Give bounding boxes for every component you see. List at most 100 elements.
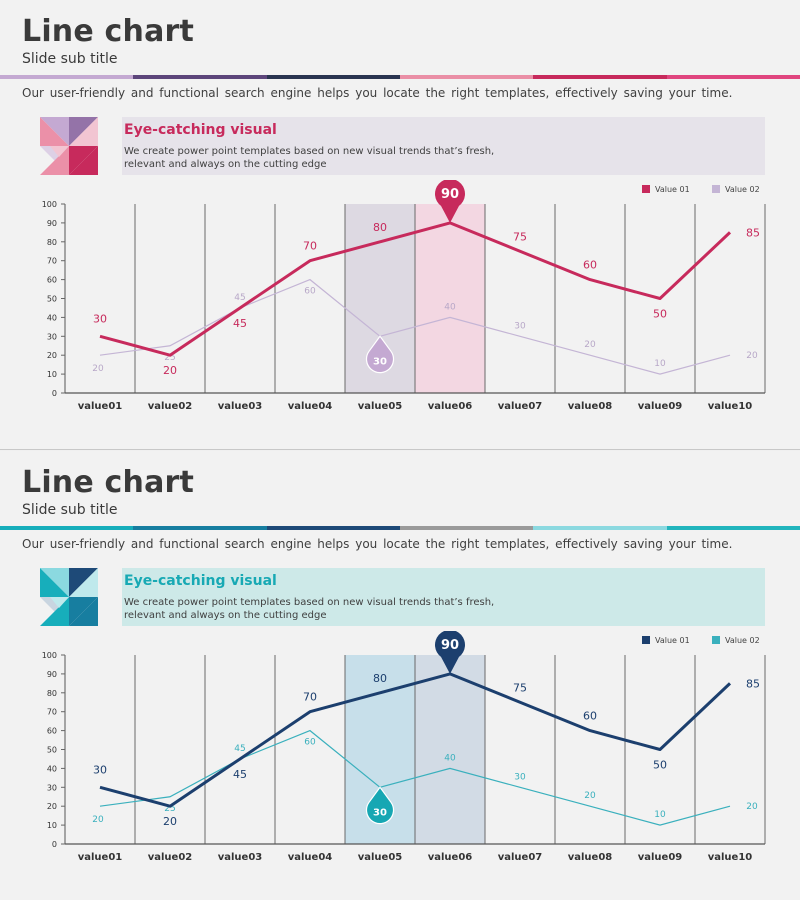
stripe-segment <box>533 75 667 79</box>
slide-title: Line chart <box>22 465 195 500</box>
data-label-value-01: 45 <box>233 768 247 781</box>
x-tick-label: value04 <box>288 401 333 412</box>
y-tick-label: 30 <box>47 332 57 341</box>
stripe-segment <box>0 75 134 79</box>
data-label-value-02: 45 <box>234 293 245 303</box>
data-label-value-01: 50 <box>653 308 667 321</box>
y-tick-label: 40 <box>47 313 57 322</box>
y-tick-label: 10 <box>47 370 57 379</box>
color-stripe <box>0 526 800 530</box>
x-tick-label: value02 <box>148 852 193 863</box>
data-label-value-02: 20 <box>584 340 596 350</box>
data-label-value-02: 20 <box>584 791 596 801</box>
y-tick-label: 100 <box>42 651 57 660</box>
pin-marker <box>435 180 465 223</box>
banner-heading: Eye-catching visual <box>124 573 277 589</box>
slide-description: Our user-friendly and functional search … <box>22 86 733 100</box>
data-label-value-01: 20 <box>163 364 177 377</box>
data-label-value-02: 20 <box>746 351 758 361</box>
x-tick-label: value01 <box>78 401 123 412</box>
banner-background <box>122 117 765 175</box>
data-label-value-01: 70 <box>303 691 317 704</box>
drop-marker <box>365 335 395 374</box>
y-tick-label: 100 <box>42 200 57 209</box>
x-tick-label: value03 <box>218 852 263 863</box>
pin-callout: 90 <box>435 180 465 223</box>
feature-banner: Eye-catching visual We create power poin… <box>40 117 765 175</box>
banner-text-line: relevant and always on the cutting edge <box>124 610 327 621</box>
stripe-segment <box>666 526 800 530</box>
triangle-mosaic-icon <box>40 568 98 626</box>
line-chart: 0 10 20 30 40 50 60 70 80 90 100 value01 value02 valu… <box>0 180 800 420</box>
y-tick-label: 60 <box>47 727 57 736</box>
data-label-value-02: 20 <box>92 815 104 825</box>
x-tick-label: value06 <box>428 852 473 863</box>
data-label-value-01: 85 <box>746 226 760 239</box>
banner-text-line: relevant and always on the cutting edge <box>124 159 327 170</box>
data-label-value-01: 50 <box>653 759 667 772</box>
legend: Value 01 Value 02 <box>642 636 760 645</box>
legend-swatch <box>642 185 650 193</box>
x-tick-label: value10 <box>708 852 753 863</box>
data-label-value-02: 10 <box>654 810 666 820</box>
y-tick-label: 20 <box>47 802 57 811</box>
banner-text-line: We create power point templates based on… <box>124 146 495 157</box>
icon-facet <box>50 597 69 608</box>
banner-background <box>122 568 765 626</box>
stripe-segment <box>266 75 400 79</box>
x-tick-label: value06 <box>428 401 473 412</box>
data-label-value-01: 60 <box>583 259 597 272</box>
pin-marker <box>435 631 465 674</box>
x-tick-label: value07 <box>498 852 543 863</box>
line-chart-svg: 0 10 20 30 40 50 60 70 80 90 100 value01 value02 valu… <box>42 631 766 863</box>
data-label-value-02: 40 <box>444 302 456 312</box>
highlight-band <box>415 204 485 393</box>
slide-description: Our user-friendly and functional search … <box>22 537 733 551</box>
stripe-segment <box>399 526 534 530</box>
x-tick-label: value01 <box>78 852 123 863</box>
stripe-segment <box>133 75 267 79</box>
data-label-value-02: 25 <box>164 353 175 363</box>
y-tick-label: 50 <box>47 295 57 304</box>
y-tick-label: 70 <box>47 257 57 266</box>
line-chart: 0 10 20 30 40 50 60 70 80 90 100 value01 value02 valu… <box>0 631 800 871</box>
slide-subtitle: Slide sub title <box>22 502 118 518</box>
line-chart-svg: 0 10 20 30 40 50 60 70 80 90 100 value01 value02 valu… <box>42 180 766 412</box>
y-tick-label: 0 <box>52 840 57 849</box>
data-label-value-01: 60 <box>583 710 597 723</box>
y-tick-label: 50 <box>47 746 57 755</box>
feature-banner: Eye-catching visual We create power poin… <box>40 568 765 626</box>
series-line-value-01 <box>99 221 732 357</box>
icon-facet <box>69 568 98 597</box>
y-tick-label: 80 <box>47 689 57 698</box>
x-tick-label: value08 <box>568 852 613 863</box>
pin-callout: 90 <box>435 631 465 674</box>
x-tick-label: value10 <box>708 401 753 412</box>
drop-marker <box>365 786 395 825</box>
x-tick-label: value02 <box>148 401 193 412</box>
stripe-segment <box>399 75 534 79</box>
x-tick-label: value04 <box>288 852 333 863</box>
y-tick-label: 20 <box>47 351 57 360</box>
x-tick-label: value09 <box>638 401 683 412</box>
y-tick-label: 70 <box>47 708 57 717</box>
data-label-value-01: 85 <box>746 677 760 690</box>
stripe-segment <box>266 526 400 530</box>
slide-2: Line chart Slide sub title Our user-frie… <box>0 451 800 900</box>
drop-label: 30 <box>373 807 387 818</box>
series-line-value-02 <box>99 278 731 375</box>
series-line-value-02 <box>99 729 731 826</box>
legend-label: Value 02 <box>725 185 760 194</box>
drop-label: 30 <box>373 356 387 367</box>
series-line-value-01 <box>99 672 732 808</box>
legend-label: Value 01 <box>655 185 690 194</box>
legend: Value 01 Value 02 <box>642 185 760 194</box>
banner-text-line: We create power point templates based on… <box>124 597 495 608</box>
data-label-value-01: 30 <box>93 763 107 776</box>
data-label-value-02: 20 <box>746 802 758 812</box>
data-label-value-02: 30 <box>514 321 526 331</box>
pin-label: 90 <box>441 638 459 653</box>
y-tick-label: 0 <box>52 389 57 398</box>
drop-callout: 30 <box>365 786 395 825</box>
x-tick-label: value03 <box>218 401 263 412</box>
